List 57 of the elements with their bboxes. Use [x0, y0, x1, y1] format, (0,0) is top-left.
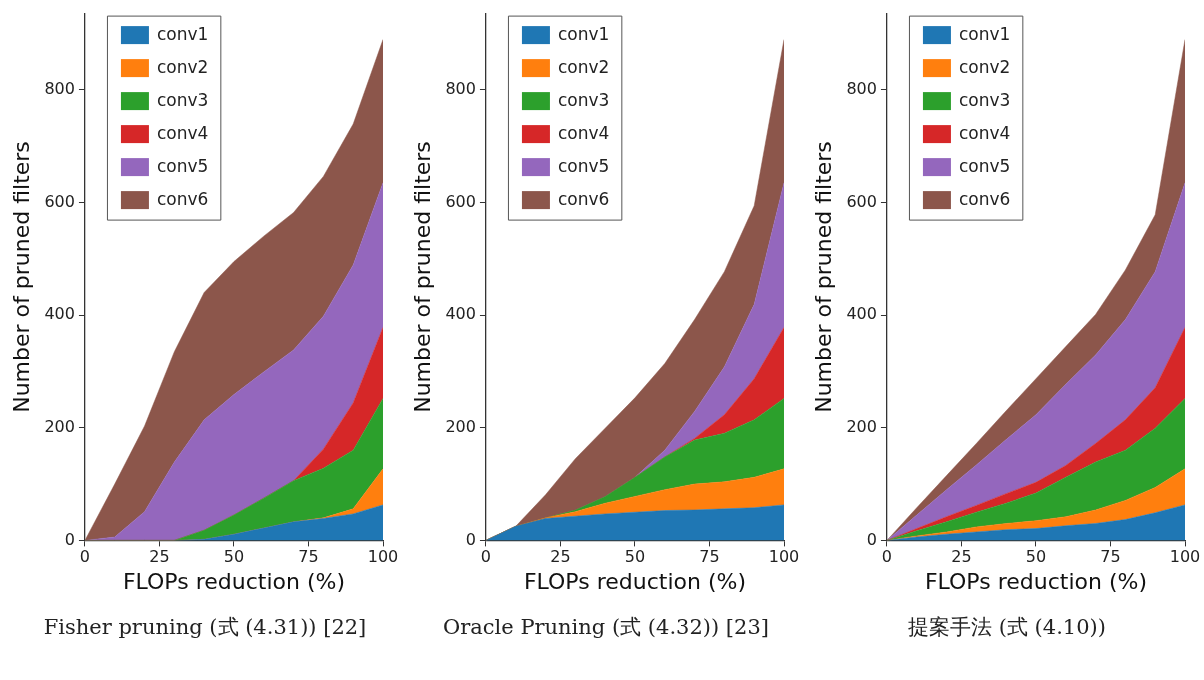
legend-label: conv4 [958, 122, 1011, 143]
legend-label: conv1 [958, 23, 1011, 44]
legend-label: conv1 [557, 23, 610, 44]
y-tick-label: 0 [64, 529, 75, 549]
x-tick-label: 75 [1100, 547, 1121, 567]
y-tick-label: 600 [44, 191, 75, 211]
legend-label: conv6 [958, 188, 1011, 209]
x-tick-label: 50 [624, 547, 646, 567]
x-tick-label: 100 [367, 547, 399, 567]
x-axis-title: FLOPs reduction (%) [924, 568, 1148, 594]
x-tick-label: 100 [768, 547, 800, 567]
legend-label: conv2 [156, 56, 209, 77]
x-tick-label: 50 [223, 547, 245, 567]
x-tick-label: 0 [881, 547, 893, 567]
legend-label: conv6 [557, 188, 610, 209]
y-tick-label: 800 [846, 78, 877, 98]
legend-label: conv4 [156, 122, 209, 143]
y-tick-label: 400 [445, 304, 476, 324]
text: Fisher pruning (式 (4.31)) [22] [42, 614, 368, 641]
y-axis-title: Number of pruned filters [8, 141, 34, 413]
y-axis-title: Number of pruned filters [810, 141, 836, 413]
y-axis-title: Number of pruned filters [409, 141, 435, 413]
y-tick-label: 600 [445, 191, 476, 211]
text: Oracle Pruning (式 (4.32)) [23] [442, 614, 770, 641]
y-tick-label: 400 [846, 304, 877, 324]
legend-label: conv2 [958, 56, 1011, 77]
x-tick-label: 100 [1169, 547, 1201, 567]
y-tick-label: 600 [846, 191, 877, 211]
x-tick-label: 50 [1025, 547, 1047, 567]
legend-label: conv1 [156, 23, 209, 44]
legend-label: conv5 [958, 155, 1011, 176]
x-tick-label: 25 [149, 547, 170, 567]
y-tick-label: 0 [465, 529, 476, 549]
legend-label: conv4 [557, 122, 610, 143]
y-tick-label: 200 [44, 416, 75, 436]
text: 提案手法 (式 (4.10)) [907, 614, 1107, 641]
legend-label: conv5 [156, 155, 209, 176]
x-tick-label: 75 [298, 547, 319, 567]
legend-label: conv3 [557, 89, 610, 110]
x-axis-title: FLOPs reduction (%) [523, 568, 747, 594]
x-tick-label: 25 [951, 547, 972, 567]
legend-label: conv3 [958, 89, 1011, 110]
x-tick-label: 0 [79, 547, 91, 567]
x-tick-label: 0 [480, 547, 492, 567]
legend-label: conv6 [156, 188, 209, 209]
y-tick-label: 400 [44, 304, 75, 324]
legend-label: conv3 [156, 89, 209, 110]
x-tick-label: 75 [699, 547, 720, 567]
legend-label: conv5 [557, 155, 610, 176]
x-axis-title: FLOPs reduction (%) [122, 568, 346, 594]
legend-label: conv2 [557, 56, 610, 77]
y-tick-label: 200 [846, 416, 877, 436]
y-tick-label: 800 [445, 78, 476, 98]
y-tick-label: 800 [44, 78, 75, 98]
x-tick-label: 25 [550, 547, 571, 567]
y-tick-label: 0 [866, 529, 877, 549]
y-tick-label: 200 [445, 416, 476, 436]
